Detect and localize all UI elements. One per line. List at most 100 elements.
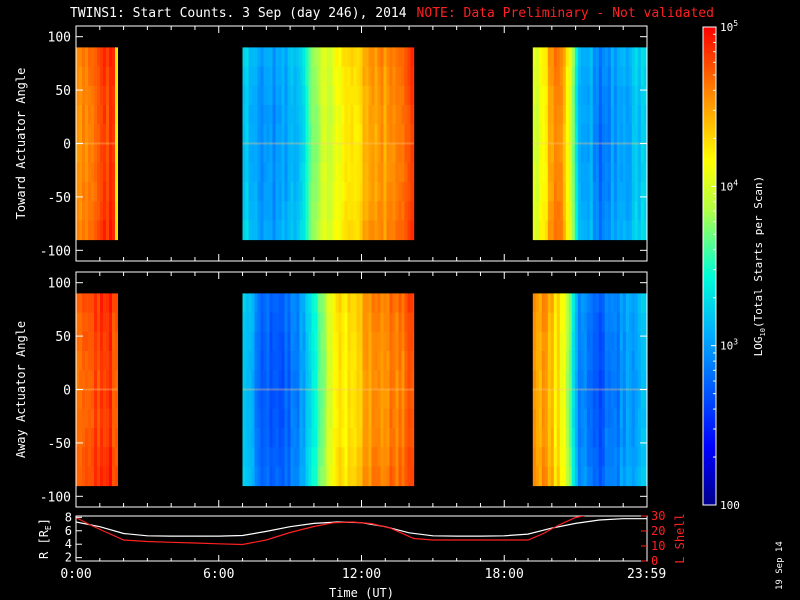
away-cell <box>335 408 339 429</box>
away-cell <box>380 370 384 390</box>
toward-cell <box>368 66 372 87</box>
away-cell <box>404 293 408 314</box>
toward-cell <box>88 143 92 164</box>
away-cell <box>344 293 348 314</box>
toward-cell <box>251 85 255 106</box>
toward-cell <box>341 220 345 241</box>
toward-cell <box>386 85 390 106</box>
toward-cell <box>377 47 381 68</box>
away-cell <box>248 331 252 352</box>
toward-cell <box>595 201 600 221</box>
away-cell <box>610 331 615 352</box>
toward-cell <box>532 201 537 221</box>
toward-cell <box>544 47 549 68</box>
away-cell <box>532 428 537 448</box>
away-cell <box>404 370 408 390</box>
toward-cell <box>100 182 104 202</box>
toward-cell <box>568 143 573 164</box>
toward-cell <box>296 201 300 221</box>
away-cell <box>392 312 396 333</box>
toward-cell <box>601 201 606 221</box>
toward-cell <box>371 162 375 183</box>
away-cell <box>413 293 415 314</box>
toward-cell <box>103 47 107 68</box>
toward-cell <box>580 124 585 144</box>
toward-cell <box>371 182 375 202</box>
toward-cell <box>353 47 357 68</box>
toward-cell <box>568 182 573 202</box>
toward-cell <box>305 182 309 202</box>
away-cell <box>598 389 603 410</box>
toward-cell <box>293 85 297 106</box>
away-cell <box>251 408 255 429</box>
toward-cell <box>541 47 546 68</box>
toward-zero-line <box>532 142 647 145</box>
away-cell <box>541 312 546 333</box>
toward-cell <box>332 220 336 241</box>
toward-cell <box>109 162 113 183</box>
away-cell <box>628 389 633 410</box>
toward-cell <box>562 201 567 221</box>
toward-cell <box>94 220 98 241</box>
toward-cell <box>389 182 393 202</box>
away-cell <box>613 389 618 410</box>
toward-cell <box>296 143 300 164</box>
away-cell <box>112 466 116 487</box>
toward-cell <box>284 162 288 183</box>
toward-cell <box>85 105 89 125</box>
away-cell <box>311 370 315 390</box>
toward-cell <box>269 47 273 68</box>
away-cell <box>574 351 579 371</box>
away-cell <box>571 408 576 429</box>
away-cell <box>392 331 396 352</box>
away-cell <box>350 312 354 333</box>
away-cell <box>242 408 246 429</box>
away-cell <box>278 351 282 371</box>
toward-cell <box>359 162 363 183</box>
toward-cell <box>260 85 264 106</box>
toward-cell <box>580 220 585 241</box>
toward-cell <box>302 201 306 221</box>
away-y-label: Away Actuator Angle <box>14 321 28 458</box>
away-cell <box>266 331 270 352</box>
toward-cell <box>260 201 264 221</box>
toward-cell <box>404 162 408 183</box>
toward-cell <box>350 47 354 68</box>
toward-cell <box>88 162 92 183</box>
toward-cell <box>628 66 633 87</box>
toward-cell <box>622 66 627 87</box>
toward-cell <box>395 105 399 125</box>
toward-cell <box>293 124 297 144</box>
toward-cell <box>395 143 399 164</box>
away-cell <box>547 293 552 314</box>
orbit-y-label-right: L Shell <box>673 513 687 564</box>
away-cell <box>85 428 89 448</box>
away-cell <box>604 408 609 429</box>
toward-cell <box>562 182 567 202</box>
toward-cell <box>314 143 318 164</box>
toward-cell <box>553 143 558 164</box>
away-cell <box>359 293 363 314</box>
toward-cell <box>368 162 372 183</box>
toward-cell <box>103 143 107 164</box>
toward-cell <box>589 162 594 183</box>
away-cell <box>94 466 98 487</box>
toward-cell <box>535 201 540 221</box>
toward-cell <box>607 85 612 106</box>
away-cell <box>88 370 92 390</box>
toward-cell <box>103 105 107 125</box>
away-cell <box>293 370 297 390</box>
toward-cell <box>592 105 597 125</box>
toward-cell <box>637 201 642 221</box>
away-cell <box>547 331 552 352</box>
away-cell <box>308 331 312 352</box>
toward-cell <box>586 85 591 106</box>
toward-cell <box>305 162 309 183</box>
away-cell <box>586 370 591 390</box>
away-cell <box>317 312 321 333</box>
away-cell <box>547 370 552 390</box>
toward-cell <box>562 85 567 106</box>
away-cell <box>544 312 549 333</box>
toward-cell <box>553 124 558 144</box>
away-cell <box>323 447 327 467</box>
